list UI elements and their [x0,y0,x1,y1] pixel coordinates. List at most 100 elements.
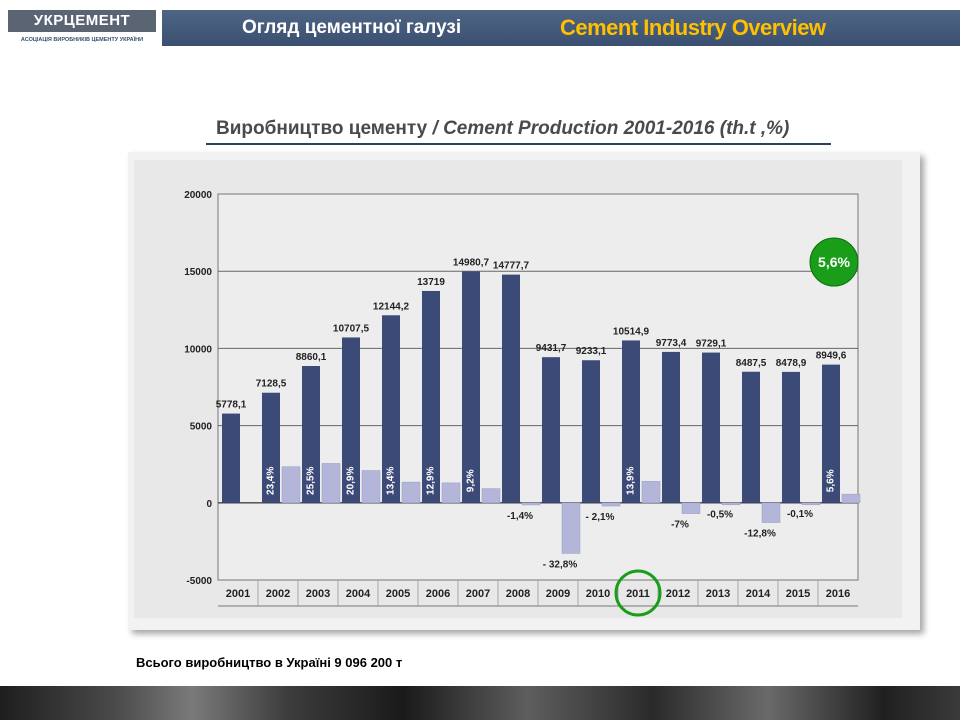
highlight-badge-label: 5,6% [818,254,850,270]
growth-percent-label: 20,9% [346,467,357,495]
production-value-label: 9233,1 [576,346,607,357]
growth-percent-label: 25,5% [306,467,317,495]
growth-percent-label: 13,9% [626,467,637,495]
production-value-label: 14777,7 [493,261,530,272]
chart-title: Виробництво цементу / Cement Production … [216,118,789,140]
logo-subtext: АСОЦІАЦІЯ ВИРОБНИКІВ ЦЕМЕНТУ УКРАЇНИ [20,37,144,43]
y-tick-label: 5000 [190,422,213,433]
production-bar [702,352,720,503]
x-tick-label: 2012 [666,588,690,600]
x-tick-label: 2013 [706,588,730,600]
growth-bar [441,482,461,504]
production-value-label: 8949,6 [816,351,847,362]
y-tick-label: 20000 [184,190,212,201]
production-bar [622,340,640,503]
production-value-label: 13719 [417,277,445,288]
growth-bar [281,466,301,504]
growth-bar [521,502,541,506]
growth-percent-label: 9,2% [466,469,477,492]
growth-percent-label: 23,4% [266,467,277,495]
x-tick-label: 2007 [466,588,490,600]
production-value-label: 9729,1 [696,339,727,350]
y-tick-label: 15000 [184,267,212,278]
production-value-label: 12144,2 [373,301,410,312]
production-chart: -5000 0 5000 10000 15000 20000 2001 2002 2003 200… [134,160,902,618]
production-value-label: 9431,7 [536,343,567,354]
production-bar [502,274,520,503]
growth-bar [841,493,861,504]
x-tick-label: 2011 [626,588,650,600]
production-value-label: 7128,5 [256,379,287,390]
growth-bar [321,463,341,504]
growth-bar [801,502,821,506]
y-tick-label: -5000 [186,576,212,587]
bottom-decorative-band [0,686,960,720]
growth-percent-label: -1,4% [507,511,533,522]
growth-percent-label: 12,9% [426,467,437,495]
growth-percent-label: -12,8% [744,529,776,540]
production-bar [742,371,760,503]
x-tick-label: 2006 [426,588,450,600]
production-bar [542,357,560,503]
growth-bar [681,502,701,514]
x-tick-label: 2009 [546,588,570,600]
header-title-en: Cement Industry Overview [560,15,826,40]
growth-percent-label: -7% [671,520,689,531]
growth-percent-label: -0,1% [787,509,813,520]
growth-percent-label: 5,6% [826,469,837,492]
production-bar [582,360,600,503]
growth-bar [561,502,581,554]
production-bar [662,351,680,503]
x-tick-label: 2014 [746,588,771,600]
ukrcement-logo: УКРЦЕМЕНТ АСОЦІАЦІЯ ВИРОБНИКІВ ЦЕМЕНТУ У… [8,10,156,46]
growth-bar [481,488,501,504]
y-tick-label: 10000 [184,344,212,355]
production-value-label: 9773,4 [656,338,687,349]
production-bar [382,315,400,503]
production-bar [342,337,360,503]
header-title-uk: Огляд цементної галузі [242,17,462,38]
growth-bar [361,470,381,504]
production-bar [822,364,840,503]
x-tick-label: 2003 [306,588,330,600]
growth-bar [761,502,781,523]
production-value-label: 10514,9 [613,326,650,337]
production-value-label: 5778,1 [216,400,247,411]
growth-percent-label: - 2,1% [586,512,615,523]
production-value-label: 8860,1 [296,352,327,363]
x-tick-label: 2004 [346,588,371,600]
chart-title-en: / Cement Production 2001-2016 (th.t ,%) [432,118,790,139]
production-bar [782,371,800,503]
logo-text: УКРЦЕМЕНТ [8,10,156,32]
production-value-label: 8478,9 [776,358,807,369]
growth-percent-label: 13,4% [386,467,397,495]
growth-bar [601,502,621,507]
production-bar [422,290,440,503]
x-tick-label: 2008 [506,588,530,600]
chart-title-uk: Виробництво цементу [216,118,428,139]
x-tick-label: 2016 [826,588,850,600]
production-bar [222,413,240,503]
production-bar [462,271,480,503]
title-underline [206,143,831,145]
production-bar [302,366,320,503]
growth-bar [641,481,661,504]
x-tick-label: 2010 [586,588,610,600]
growth-bar [721,502,741,506]
highlight-year-ring [614,569,662,617]
y-tick-label: 0 [206,499,212,510]
x-tick-label: 2015 [786,588,810,600]
production-bar [262,392,280,503]
highlight-badge [809,237,859,287]
x-tick-label: 2001 [226,588,250,600]
growth-percent-label: -0,5% [707,510,733,521]
x-tick-label: 2002 [266,588,290,600]
production-value-label: 10707,5 [333,323,370,334]
growth-bar [401,481,421,504]
x-tick-label: 2005 [386,588,410,600]
header-bar: Огляд цементної галузі Cement Industry O… [162,10,960,46]
production-value-label: 14980,7 [453,257,490,268]
total-production-text: Всього виробництво в Україні 9 096 200 т [136,655,403,670]
production-value-label: 8487,5 [736,358,767,369]
growth-percent-label: - 32,8% [543,559,578,570]
